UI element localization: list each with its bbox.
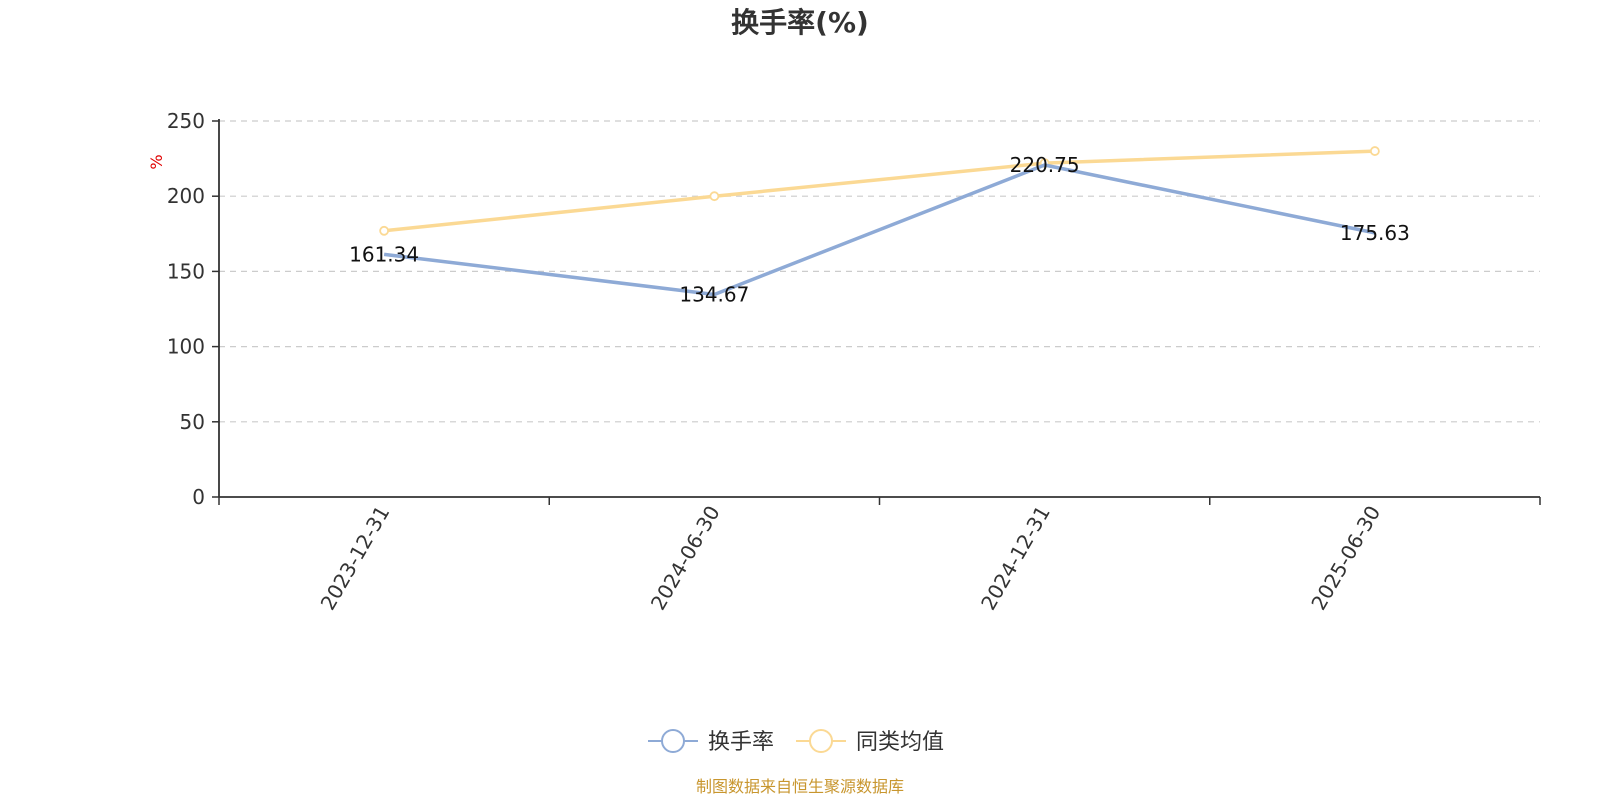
data-label-换手率-2024-06-30: 134.67 [679, 282, 749, 306]
point-同类均值-2024-06-30 [709, 191, 720, 202]
legend-label-同类均值: 同类均值 [856, 730, 944, 755]
y-tick-label-0: 0 [192, 485, 205, 509]
data-label-换手率-2023-12-31: 161.34 [349, 242, 419, 266]
series [379, 146, 1380, 297]
axes: 0 50 100 150 200 250 2023-12-31 2024-06-30 2024-… [167, 109, 1541, 615]
legend-marker-换手率 [661, 729, 685, 753]
data-label-换手率-2025-06-30: 175.63 [1340, 221, 1410, 245]
data-labels: 161.34 134.67 220.75 175.63 [349, 153, 1410, 306]
y-tick-label-150: 150 [167, 259, 205, 283]
y-tick-label-200: 200 [167, 184, 205, 208]
legend-marker-同类均值 [809, 729, 833, 753]
x-tick-label-2025-06-30: 2025-06-30 [1306, 502, 1385, 615]
data-label-换手率-2024-12-31: 220.75 [1010, 153, 1080, 177]
series-line-同类均值 [383, 149, 1375, 233]
x-tick-label-2024-12-31: 2024-12-31 [976, 502, 1055, 615]
x-tick-label-2024-06-30: 2024-06-30 [646, 502, 725, 615]
y-axis-label: % [147, 154, 166, 169]
legend-label-换手率: 换手率 [708, 730, 774, 755]
chart-title: 换手率(%) [731, 6, 869, 39]
y-tick-label-50: 50 [180, 410, 205, 434]
series-line-换手率 [383, 163, 1376, 297]
point-同类均值-2025-06-30 [1369, 146, 1380, 156]
y-tick-label-250: 250 [167, 109, 205, 133]
y-tick-label-100: 100 [167, 335, 205, 359]
point-同类均值-2023-12-31 [379, 225, 390, 236]
source-note: 制图数据来自恒生聚源数据库 [696, 777, 904, 796]
legend: 换手率 同类均值 [648, 729, 944, 755]
grid-lines [219, 120, 1540, 423]
x-tick-label-2023-12-31: 2023-12-31 [316, 502, 395, 615]
